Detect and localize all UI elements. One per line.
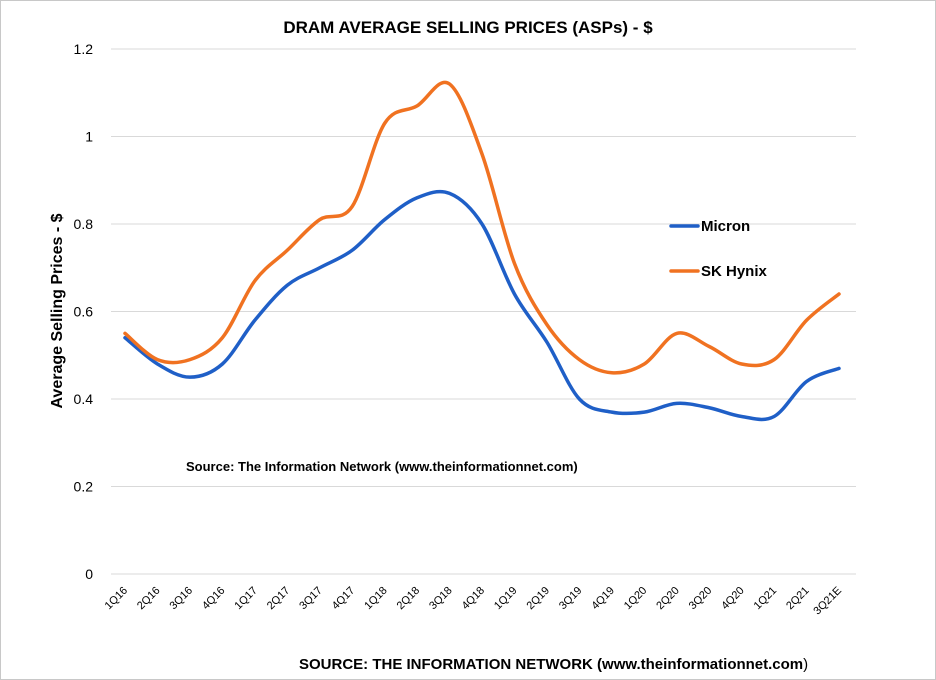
x-tick-label: 1Q18 xyxy=(362,585,390,613)
data-point-sk-hynix xyxy=(740,362,744,366)
x-tick-label: 2Q17 xyxy=(265,585,293,613)
y-tick-label: 1.2 xyxy=(74,41,94,57)
y-tick-label: 0.2 xyxy=(74,479,94,495)
y-tick-label: 0.6 xyxy=(74,304,94,320)
footer-source-paren: ) xyxy=(803,656,808,673)
x-axis-ticks: 1Q16 2Q16 3Q16 4Q16 1Q17 2Q17 3Q17 4Q17 1Q18 2Q18… xyxy=(103,585,845,618)
data-point-sk-hynix xyxy=(155,358,159,362)
data-point-sk-hynix xyxy=(642,362,646,366)
x-tick-label: 3Q18 xyxy=(427,585,455,613)
data-point-sk-hynix xyxy=(220,336,224,340)
data-point-micron xyxy=(805,380,809,384)
data-point-sk-hynix xyxy=(610,371,614,375)
data-point-sk-hynix xyxy=(772,358,776,362)
data-point-micron xyxy=(545,340,549,344)
data-point-micron xyxy=(318,266,322,270)
data-point-sk-hynix xyxy=(188,358,192,362)
x-tick-label: 4Q18 xyxy=(460,585,488,613)
x-tick-label: 2Q20 xyxy=(654,585,682,613)
data-point-micron xyxy=(415,196,419,200)
data-point-sk-hynix xyxy=(805,318,809,322)
data-point-micron xyxy=(642,410,646,414)
x-tick-label: 1Q20 xyxy=(622,585,650,613)
x-tick-label: 3Q17 xyxy=(297,585,325,613)
y-axis-ticks: 0 0.2 0.4 0.6 0.8 1 1.2 xyxy=(74,41,94,582)
data-point-sk-hynix xyxy=(123,331,127,335)
series-lines xyxy=(123,80,841,422)
data-point-sk-hynix xyxy=(253,279,257,283)
data-point-sk-hynix xyxy=(448,82,452,86)
data-point-micron xyxy=(448,191,452,195)
data-point-micron xyxy=(772,415,776,419)
x-tick-label: 2Q21 xyxy=(784,585,812,613)
y-tick-label: 0.8 xyxy=(74,216,94,232)
data-point-micron xyxy=(383,218,387,222)
legend-label-micron: Micron xyxy=(701,218,750,235)
legend-label-sk-hynix: SK Hynix xyxy=(701,263,768,280)
y-axis-label: Average Selling Prices - $ xyxy=(49,213,66,408)
data-point-sk-hynix xyxy=(675,331,679,335)
source-annotation: Source: The Information Network (www.the… xyxy=(186,459,578,474)
data-point-sk-hynix xyxy=(415,104,419,108)
data-point-micron xyxy=(253,318,257,322)
x-tick-label: 4Q20 xyxy=(719,585,747,613)
data-point-sk-hynix xyxy=(577,358,581,362)
x-tick-label: 1Q17 xyxy=(232,585,260,613)
x-tick-label: 3Q21E xyxy=(811,585,844,618)
data-point-sk-hynix xyxy=(480,152,484,156)
data-point-micron xyxy=(155,362,159,366)
data-point-micron xyxy=(512,292,516,296)
data-point-micron xyxy=(707,406,711,410)
x-tick-label: 4Q16 xyxy=(200,585,228,613)
data-point-sk-hynix xyxy=(350,205,354,209)
x-tick-label: 1Q16 xyxy=(103,585,131,613)
data-point-micron xyxy=(220,362,224,366)
data-point-sk-hynix xyxy=(512,261,516,265)
data-point-micron xyxy=(837,366,841,370)
data-point-micron xyxy=(188,375,192,379)
y-tick-label: 0.4 xyxy=(74,391,94,407)
x-tick-label: 3Q19 xyxy=(557,585,585,613)
x-tick-label: 2Q19 xyxy=(525,585,553,613)
series-line-micron xyxy=(123,189,841,422)
data-point-sk-hynix xyxy=(318,218,322,222)
data-point-sk-hynix xyxy=(285,248,289,252)
footer-source-text: SOURCE: THE INFORMATION NETWORK (www.the… xyxy=(299,656,803,673)
x-tick-label: 1Q21 xyxy=(752,585,780,613)
x-tick-label: 4Q17 xyxy=(330,585,358,613)
data-point-sk-hynix xyxy=(545,323,549,327)
data-point-micron xyxy=(577,397,581,401)
data-point-sk-hynix xyxy=(707,345,711,349)
chart-title: DRAM AVERAGE SELLING PRICES (ASPs) - $ xyxy=(283,18,653,37)
data-point-micron xyxy=(285,283,289,287)
data-point-sk-hynix xyxy=(837,292,841,296)
x-tick-label: 3Q16 xyxy=(168,585,196,613)
x-tick-label: 1Q19 xyxy=(492,585,520,613)
data-point-micron xyxy=(740,415,744,419)
x-tick-label: 2Q16 xyxy=(135,585,163,613)
x-tick-label: 3Q20 xyxy=(687,585,715,613)
y-tick-label: 0 xyxy=(85,566,93,582)
x-tick-label: 2Q18 xyxy=(395,585,423,613)
data-point-micron xyxy=(610,410,614,414)
data-point-micron xyxy=(350,248,354,252)
legend: Micron SK Hynix xyxy=(669,218,768,280)
y-tick-label: 1 xyxy=(85,129,93,145)
gridlines xyxy=(111,48,856,575)
data-point-sk-hynix xyxy=(383,121,387,125)
series-line-sk-hynix xyxy=(123,80,841,375)
data-point-micron xyxy=(675,401,679,405)
footer-source: SOURCE: THE INFORMATION NETWORK (www.the… xyxy=(299,656,808,673)
x-tick-label: 4Q19 xyxy=(589,585,617,613)
data-point-micron xyxy=(480,222,484,226)
